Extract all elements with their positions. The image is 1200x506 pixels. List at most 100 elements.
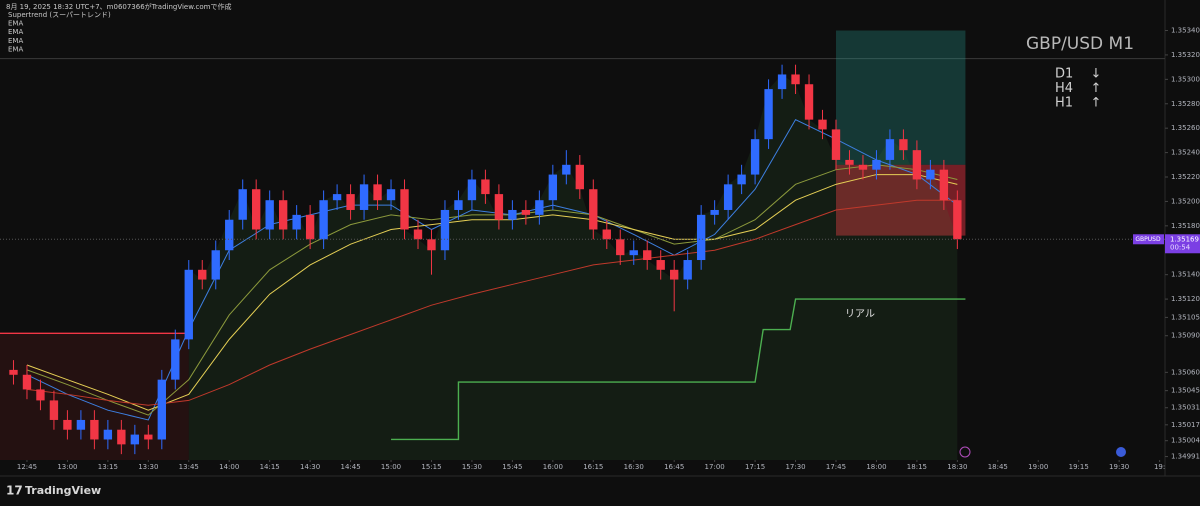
legend-entry[interactable]: EMA <box>8 37 23 45</box>
candle-body <box>508 209 517 220</box>
x-tick-label: 15:30 <box>462 463 482 471</box>
y-tick-label: 1.35004 <box>1171 437 1200 445</box>
x-tick-label: 18:45 <box>988 463 1008 471</box>
countdown-label: 00:54 <box>1170 243 1191 251</box>
x-tick-label: 15:45 <box>502 463 522 471</box>
x-tick-label: 14:45 <box>340 463 360 471</box>
y-tick-label: 1.35200 <box>1171 197 1200 205</box>
y-tick-label: 1.34991 <box>1171 453 1200 461</box>
candle-body <box>22 374 32 390</box>
legend-entry[interactable]: EMA <box>8 28 23 36</box>
candle-body <box>548 174 558 201</box>
x-tick-label: 19:15 <box>1069 463 1089 471</box>
candle-body <box>710 209 719 215</box>
y-tick-label: 1.35060 <box>1171 368 1200 376</box>
candle-body <box>238 189 247 220</box>
candle-body <box>629 250 638 256</box>
candle-body <box>90 419 99 440</box>
candle-body <box>912 150 922 180</box>
flag-icon[interactable] <box>1116 447 1126 457</box>
y-tick-label: 1.35220 <box>1171 173 1200 181</box>
candle-body <box>791 74 800 85</box>
candle-body <box>211 250 220 280</box>
candle-body <box>926 169 935 180</box>
x-axis: 12:45 13:00 13:15 13:30 13:45 14:00 14:15 14:30… <box>17 460 1165 471</box>
x-tick-label: 16:15 <box>583 463 603 471</box>
candle-body <box>481 179 490 195</box>
x-tick-label: 16:45 <box>664 463 684 471</box>
y-tick-label: 1.35280 <box>1171 100 1200 108</box>
candle-body <box>737 174 746 185</box>
candle-body <box>400 189 409 230</box>
logo-mark: 17 <box>6 484 23 498</box>
candle-body <box>117 429 126 445</box>
ema-line <box>26 174 958 411</box>
candle-body <box>562 164 571 175</box>
y-tick-label: 1.35120 <box>1171 295 1200 303</box>
trend-timeframe: H4 <box>1055 81 1073 96</box>
candle-body <box>103 429 113 440</box>
x-tick-label: 13:45 <box>179 463 199 471</box>
y-tick-label: 1.35105 <box>1171 313 1200 321</box>
trend-arrow: ↑ <box>1091 81 1102 96</box>
legend-entry[interactable]: EMA <box>8 20 23 28</box>
candle-body <box>386 189 396 201</box>
y-tick-label: 1.35017 <box>1171 421 1200 429</box>
candle-body <box>319 200 328 240</box>
candle-body <box>305 214 315 240</box>
annotation: リアル <box>845 309 875 320</box>
y-tick-label: 1.35045 <box>1171 387 1200 395</box>
y-tick-label: 1.35300 <box>1171 75 1200 83</box>
symbol-tag-label: GBPUSD <box>1135 236 1161 243</box>
trend-panel: D1 ↓ H4 ↑ H1 ↑ <box>1055 67 1101 111</box>
candle-body <box>750 139 760 175</box>
x-tick-label: 19: <box>1154 463 1165 471</box>
candle-body <box>184 269 193 340</box>
candle-body <box>535 200 544 215</box>
x-tick-label: 19:00 <box>1028 463 1048 471</box>
candle-body <box>818 119 827 130</box>
candle-body <box>670 269 679 280</box>
candle-body <box>427 239 436 251</box>
candle-body <box>602 229 611 240</box>
x-tick-label: 14:00 <box>219 463 239 471</box>
candle-body <box>831 129 841 160</box>
candle-body <box>656 260 665 270</box>
candle-body <box>589 189 598 230</box>
candle-body <box>764 89 773 140</box>
candle-body <box>359 184 369 210</box>
ema-line <box>26 118 958 421</box>
y-tick-label: 1.35260 <box>1171 124 1200 132</box>
event-icon[interactable] <box>959 446 971 458</box>
candle-body <box>953 200 962 240</box>
candle-body <box>157 379 166 440</box>
candle-body <box>777 74 787 90</box>
candle-body <box>63 419 72 430</box>
candle-body <box>225 219 234 251</box>
ema-line <box>26 164 958 416</box>
x-tick-label: 18:00 <box>866 463 886 471</box>
legend-entry[interactable]: EMA <box>8 45 23 53</box>
y-tick-label: 1.35031 <box>1171 404 1200 412</box>
candle-body <box>144 434 153 440</box>
ema-line <box>26 199 958 406</box>
candle-body <box>521 209 531 215</box>
candle-body <box>252 189 261 230</box>
candle-body <box>643 250 652 261</box>
candle-body <box>885 139 895 160</box>
candle-body <box>804 84 814 120</box>
price-tag <box>1165 234 1200 254</box>
x-tick-label: 17:00 <box>705 463 725 471</box>
candle-body <box>278 200 288 230</box>
legend-entry[interactable]: Supertrend (スーパートレンド) <box>8 11 111 19</box>
x-tick-label: 13:00 <box>57 463 77 471</box>
candle-body <box>440 209 450 251</box>
x-tick-label: 14:30 <box>300 463 320 471</box>
candle-body <box>413 229 423 240</box>
x-tick-label: 14:15 <box>260 463 280 471</box>
x-tick-label: 13:30 <box>138 463 158 471</box>
snapshot-caption: 8月 19, 2025 18:32 UTC+7、m0607366がTrading… <box>6 2 232 11</box>
candle-body <box>723 184 733 210</box>
x-tick-label: 17:45 <box>826 463 846 471</box>
